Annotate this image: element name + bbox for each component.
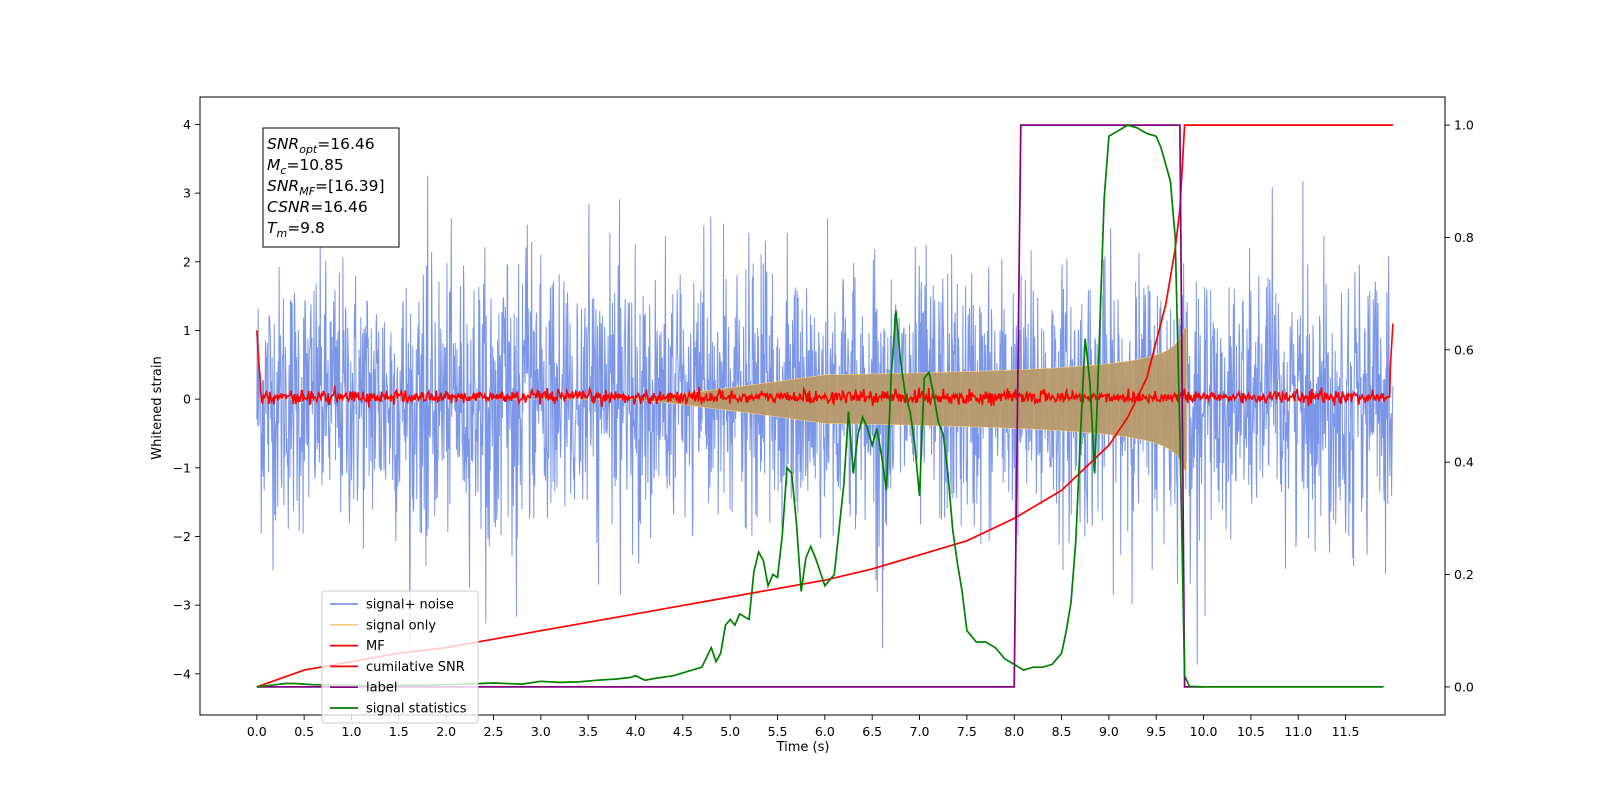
x-tick-label: 5.5: [768, 724, 788, 739]
annotation-frame: [262, 127, 400, 248]
mf-series: [256, 323, 1394, 408]
signal-statistics-line: [256, 124, 1384, 688]
x-tick-label: 2.5: [484, 724, 504, 739]
x-tick-label: 3.5: [578, 724, 598, 739]
y2-tick-label: 1.0: [1454, 118, 1474, 133]
x-tick-label: 1.5: [389, 724, 409, 739]
ticks: 0.0 0.5 1.0 1.5 2.0 2.5 3.0 3.5 4.0 4.5 5.0 5.5 6.0 6…: [173, 117, 1474, 739]
x-tick-label: 5.0: [720, 724, 740, 739]
x-tick-label: 1.0: [342, 724, 362, 739]
x-tick-label: 9.5: [1146, 724, 1166, 739]
legend-entry: signal+ noise: [366, 598, 454, 613]
y-tick-label: −3: [173, 598, 191, 613]
legend-entry: MF: [366, 639, 385, 654]
x-tick-label: 9.0: [1099, 724, 1119, 739]
annotation-line: Tm=9.8: [267, 219, 325, 240]
y2-tick-label: 0.2: [1454, 567, 1474, 582]
annotation-line: CSNR=16.46: [267, 198, 368, 216]
x-tick-label: 10.5: [1237, 724, 1265, 739]
y-tick-label: −4: [173, 666, 191, 681]
y2-tick-label: 0.0: [1454, 679, 1474, 694]
x-tick-label: 8.5: [1052, 724, 1072, 739]
x-tick-label: 10.0: [1190, 724, 1218, 739]
y2-tick-label: 0.4: [1454, 455, 1474, 470]
x-tick-label: 4.5: [673, 724, 693, 739]
x-tick-label: 11.5: [1332, 724, 1360, 739]
x-tick-label: 2.0: [436, 724, 456, 739]
y-tick-label: 1: [183, 323, 191, 338]
legend: signal+ noise signal only MF cumilative SNR…: [321, 590, 479, 724]
plot-frame: [199, 96, 1446, 716]
x-tick-label: 6.0: [815, 724, 835, 739]
legend-entry: signal statistics: [366, 702, 467, 717]
y-tick-label: −1: [173, 460, 191, 475]
legend-frame: [321, 590, 479, 724]
annotation-line: SNRMF=[16.39]: [267, 177, 385, 198]
annotation-box: SNRopt=16.46Mc=10.85SNRMF=[16.39]CSNR=16…: [262, 127, 400, 248]
y-tick-label: 3: [183, 186, 191, 201]
x-tick-label: 6.5: [862, 724, 882, 739]
y-tick-label: 4: [183, 117, 191, 132]
y-tick-label: −2: [173, 529, 191, 544]
x-tick-label: 7.5: [957, 724, 977, 739]
x-tick-label: 11.0: [1284, 724, 1312, 739]
x-tick-label: 7.0: [910, 724, 930, 739]
x-tick-label: 8.0: [1004, 724, 1024, 739]
y-tick-label: 2: [183, 254, 191, 269]
x-tick-label: 0.0: [247, 724, 267, 739]
y2-tick-label: 0.6: [1454, 342, 1474, 357]
x-tick-label: 3.0: [531, 724, 551, 739]
legend-entry: signal only: [366, 618, 436, 633]
legend-entry: label: [366, 681, 397, 696]
y2-tick-label: 0.8: [1454, 230, 1474, 245]
x-axis-label: Time (s): [776, 740, 830, 755]
y-tick-label: 0: [183, 392, 191, 407]
x-tick-label: 4.0: [626, 724, 646, 739]
annotation-line: SNRopt=16.46: [267, 135, 375, 156]
signal-noise-series: [256, 175, 1394, 665]
x-tick-label: 0.5: [294, 724, 314, 739]
y-axis-label: Whitened strain: [150, 356, 165, 459]
mf-line: [256, 323, 1394, 408]
legend-entry: cumilative SNR: [366, 660, 465, 675]
label-line: [256, 124, 1204, 688]
axes: [199, 96, 1446, 716]
signal-noise-line: [256, 175, 1394, 665]
annotation-line: Mc=10.85: [267, 156, 344, 177]
